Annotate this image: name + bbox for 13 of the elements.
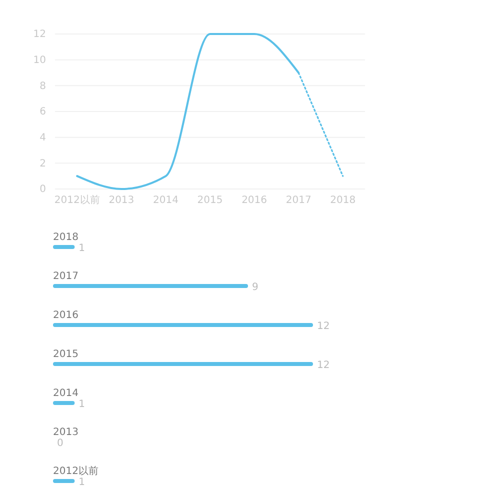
y-tick-label: 2016 <box>53 310 78 321</box>
data-label: 1 <box>78 243 86 254</box>
data-label: 9 <box>252 282 258 293</box>
y-tick-label: 2015 <box>53 349 78 360</box>
y-tick-label: 2018 <box>53 232 78 243</box>
data-label: 1 <box>78 477 86 488</box>
data-label: 12 <box>317 321 330 332</box>
y-tick-label: 2014 <box>53 388 78 399</box>
y-tick-label: 2013 <box>53 427 78 438</box>
y-tick-label: 2017 <box>53 271 78 282</box>
y-tick-label: 2012以前 <box>53 465 98 477</box>
data-label: 12 <box>317 360 330 371</box>
data-label: 1 <box>78 399 86 410</box>
